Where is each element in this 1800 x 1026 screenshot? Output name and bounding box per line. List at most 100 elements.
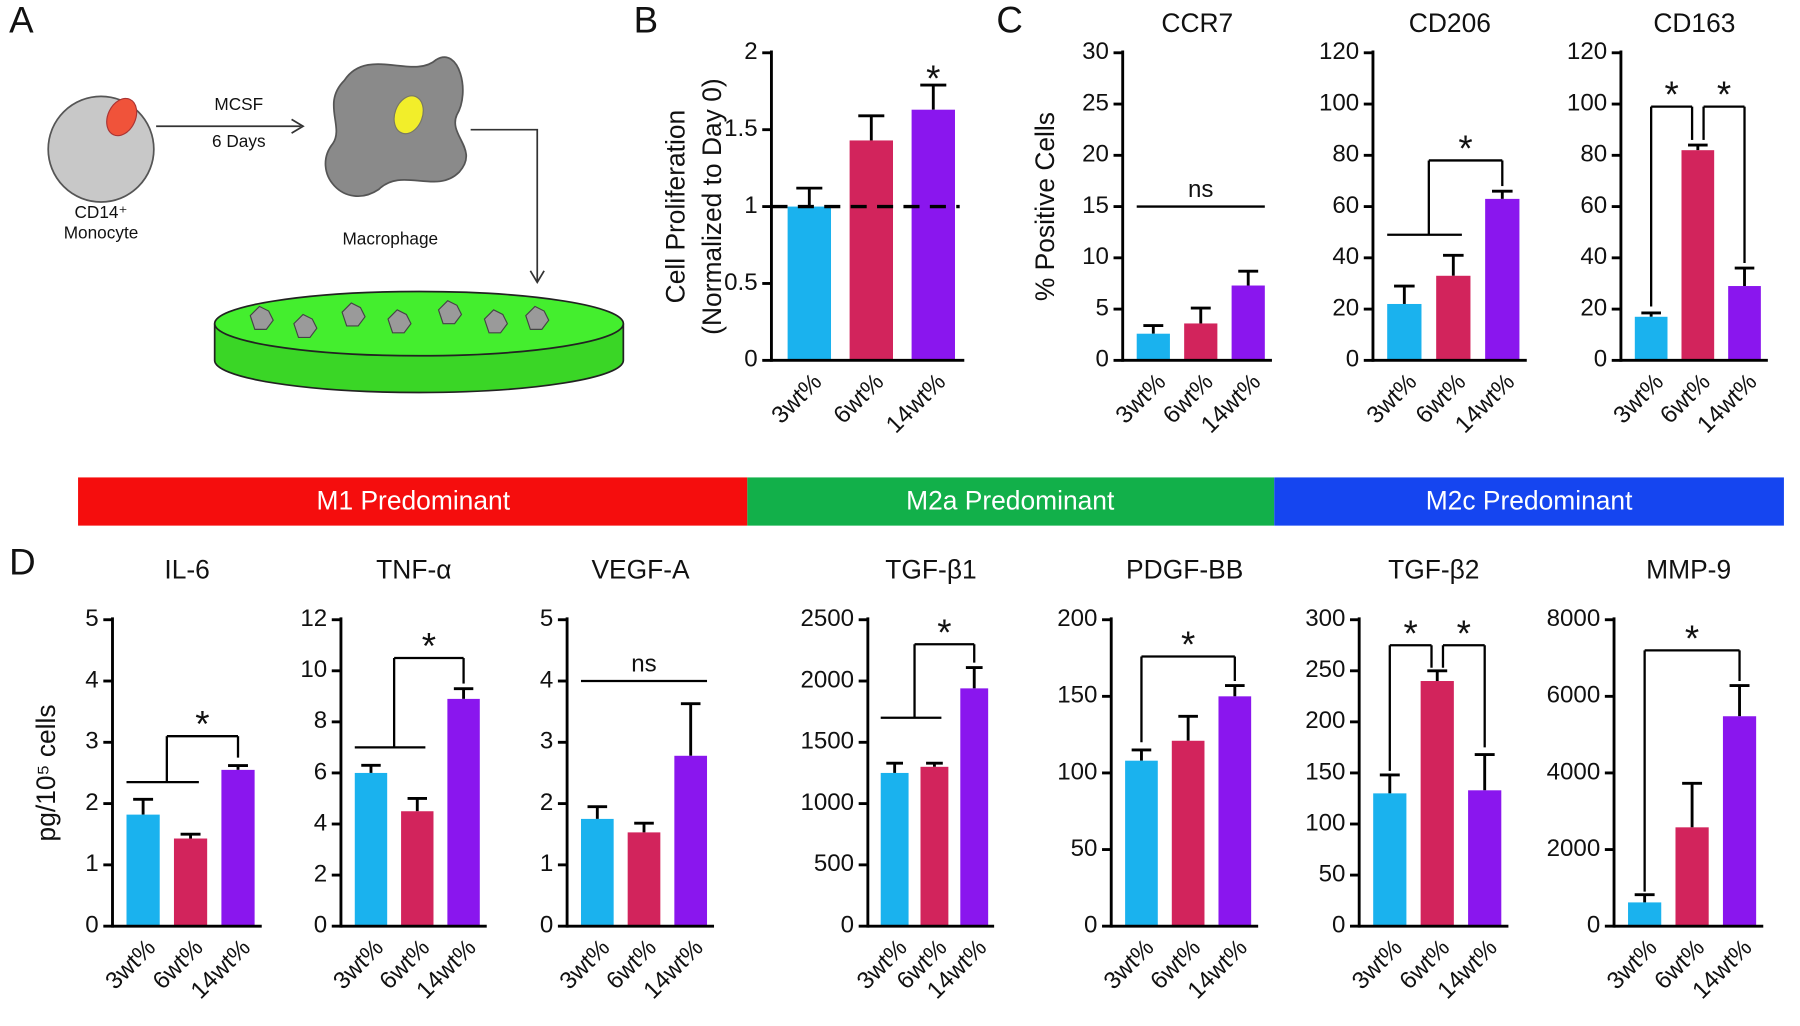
y-tick-label: 8 (314, 707, 327, 734)
y-axis-label: (Normalized to Day 0) (697, 78, 727, 334)
bar (401, 811, 434, 927)
bar (173, 838, 208, 927)
chart-title: CD206 (1409, 8, 1491, 38)
y-tick-label: 120 (1319, 38, 1359, 65)
y-tick-label: 0 (85, 912, 98, 939)
chart-title: TGF-β2 (1388, 555, 1479, 585)
x-tick-label: 3wt% (1608, 368, 1669, 429)
y-tick-label: 2 (85, 789, 98, 816)
bar (1136, 333, 1170, 361)
chart-title: CD163 (1653, 8, 1735, 38)
band-m2a (747, 477, 1275, 526)
bar (1722, 716, 1757, 927)
chart-title: TGF-β1 (885, 555, 976, 585)
y-tick-label: 100 (1567, 89, 1607, 116)
y-tick-label: 1 (85, 850, 98, 877)
x-tick-label: 3wt% (554, 934, 615, 995)
band-m1 (78, 477, 748, 526)
y-tick-label: 200 (1305, 707, 1345, 734)
bar (1420, 681, 1454, 927)
y-tick-label: 2 (540, 789, 553, 816)
y-tick-label: 2000 (800, 666, 854, 693)
monocyte-shape (47, 95, 155, 203)
panel-letter: A (9, 0, 34, 41)
y-tick-label: 0 (744, 346, 757, 373)
bar (1125, 760, 1158, 927)
band-label: M2c Predominant (1426, 486, 1633, 516)
y-tick-label: 100 (1057, 758, 1097, 785)
annotation: * (1685, 618, 1699, 659)
x-tick-label: 3wt% (766, 368, 827, 429)
y-tick-label: 0 (1346, 346, 1359, 373)
chart-title: MMP-9 (1646, 555, 1731, 585)
chart-title: CCR7 (1161, 8, 1233, 38)
x-tick-label: 3wt% (328, 934, 389, 995)
y-tick-label: 50 (1071, 835, 1098, 862)
cells (249, 299, 550, 338)
annotation: * (1458, 128, 1472, 169)
y-tick-label: 1500 (800, 728, 854, 755)
y-tick-label: 1 (744, 192, 757, 219)
panel-letter: D (9, 541, 36, 582)
arrowhead (291, 118, 305, 134)
polarization-band: M1 Predominant M2a Predominant M2c Predo… (78, 477, 1784, 526)
bar (1634, 316, 1668, 361)
bar (1218, 696, 1252, 927)
y-tick-label: 0 (540, 912, 553, 939)
y-tick-label: 10 (300, 656, 327, 683)
y-tick-label: 3 (540, 728, 553, 755)
cell-label: CD14⁺ (74, 202, 127, 222)
x-tick-label: 3wt% (1361, 368, 1422, 429)
annotation: ns (1188, 176, 1213, 203)
annotation: * (926, 58, 940, 99)
y-tick-label: 6000 (1547, 682, 1601, 709)
bar (354, 772, 388, 927)
y-tick-label: 20 (1580, 294, 1607, 321)
arrow (470, 128, 539, 282)
arrowhead (529, 270, 545, 284)
y-tick-label: 5 (85, 605, 98, 632)
bar (1373, 793, 1407, 927)
y-tick-label: 4 (85, 666, 98, 693)
y-tick-label: 6 (314, 758, 327, 785)
y-tick-label: 12 (300, 605, 327, 632)
annotation: * (195, 704, 209, 745)
y-tick-label: 15 (1082, 192, 1109, 219)
y-axis-label: pg/10⁵ cells (31, 704, 61, 841)
y-tick-label: 25 (1082, 89, 1109, 116)
diagram: CD14⁺ Monocyte MCSF 6 Days Macrophage (47, 56, 625, 394)
annotation: * (937, 612, 951, 653)
bar (880, 772, 909, 927)
annotation: * (1181, 624, 1195, 665)
chart: Cell Proliferation (Normalized to Day 0) 0… (660, 38, 965, 439)
annotation: * (1664, 74, 1678, 115)
x-tick-label: 3wt% (1099, 934, 1160, 995)
y-tick-label: 2000 (1547, 835, 1601, 862)
bar (960, 688, 989, 927)
bar (674, 755, 708, 927)
band-label: M1 Predominant (316, 486, 510, 516)
bar (920, 766, 949, 927)
y-tick-label: 10 (1082, 243, 1109, 270)
panel-letter: B (634, 0, 659, 41)
bar (1171, 740, 1205, 927)
y-tick-label: 0 (314, 912, 327, 939)
y-tick-label: 0 (841, 912, 854, 939)
cell-label: Macrophage (342, 228, 438, 248)
y-tick-label: 8000 (1547, 605, 1601, 632)
y-tick-label: 150 (1057, 682, 1097, 709)
y-tick-label: 80 (1332, 141, 1359, 168)
band-m2c (1274, 477, 1784, 526)
y-axis-label: Cell Proliferation (660, 110, 690, 303)
y-tick-label: 60 (1580, 192, 1607, 219)
y-tick-label: 40 (1332, 243, 1359, 270)
cell-label: Monocyte (64, 223, 139, 243)
y-tick-label: 0 (1084, 912, 1097, 939)
y-tick-label: 300 (1305, 605, 1345, 632)
arrow-label: 6 Days (212, 131, 266, 151)
dish-top (213, 290, 625, 357)
